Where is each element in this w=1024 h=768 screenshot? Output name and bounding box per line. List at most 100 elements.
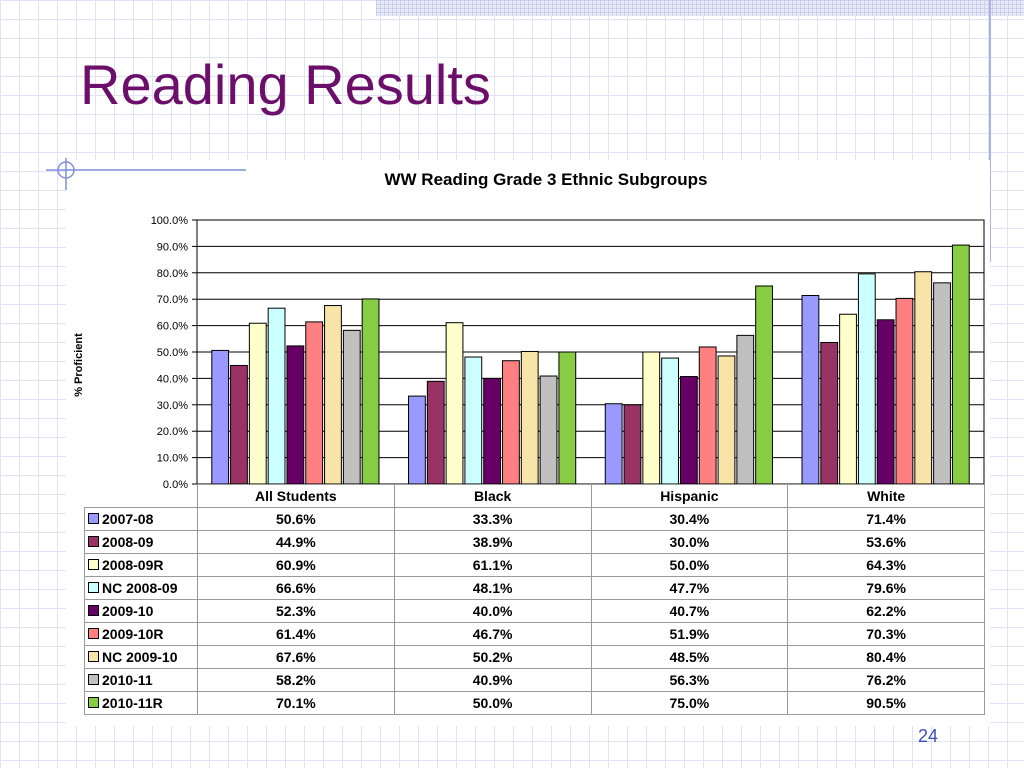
legend-label: 2008-09R [102,557,164,573]
bar [286,345,305,485]
table-cell: 61.4% [197,622,395,646]
legend-swatch [88,697,99,708]
y-tick-label: 80.0% [157,268,188,280]
data-table-body: 2007-08 50.6% 33.3% 30.4% 71.4% 2008-09 44.9% 3… [84,507,985,715]
table-cell: 80.4% [787,645,985,669]
table-cell: 48.5% [590,645,789,669]
legend-label: NC 2009-10 [102,649,178,665]
table-cell: 40.0% [393,599,592,623]
table-row: 2008-09R 60.9% 61.1% 50.0% 64.3% [84,553,985,577]
table-row: 2008-09 44.9% 38.9% 30.0% 53.6% [84,530,985,554]
bar [951,244,970,485]
data-table-header-row: All Students Black Hispanic White [84,484,985,508]
category-header: Hispanic [590,484,789,508]
chart-title: WW Reading Grade 3 Ethnic Subgroups [384,170,708,189]
bar [820,341,839,485]
table-cell: 30.4% [590,507,789,531]
table-cell: 47.7% [590,576,789,600]
bar [801,295,820,485]
bar [342,329,361,485]
bar [267,307,286,485]
table-cell: 70.3% [787,622,985,646]
bar [698,346,717,485]
y-tick-label: 30.0% [157,400,188,412]
page-number: 24 [917,726,938,746]
bar [408,395,426,485]
table-cell: 56.3% [590,668,789,692]
table-cell: 64.3% [787,553,985,577]
legend-entry: 2010-11 [84,668,198,692]
bar [211,349,230,485]
category-header: Black [393,484,592,508]
table-cell: 60.9% [197,553,395,577]
bar [876,319,895,485]
slide-title: Reading Results [80,53,491,116]
bar [520,350,539,485]
table-cell: 44.9% [197,530,395,554]
legend-entry: 2009-10R [84,622,198,646]
table-cell: 50.6% [197,507,395,531]
table-cell: 30.0% [590,530,789,554]
category-header: White [787,484,985,508]
bar [248,322,267,485]
bar [426,380,445,485]
legend-swatch [88,651,99,662]
legend-label: 2009-10 [102,603,154,619]
bar [445,322,464,485]
legend-swatch [88,536,99,547]
table-cell: 46.7% [393,622,592,646]
table-cell: 51.9% [590,622,789,646]
table-cell: 40.7% [590,599,789,623]
bar [483,377,502,485]
table-cell: 61.1% [393,553,592,577]
category-header: All Students [197,484,395,508]
bar [895,297,914,485]
bar [717,355,736,485]
table-cell: 71.4% [787,507,985,531]
table-cell: 50.0% [590,553,789,577]
y-tick-label: 60.0% [157,321,188,333]
table-row: 2009-10 52.3% 40.0% 40.7% 62.2% [84,599,985,623]
legend-entry: 2008-09R [84,553,198,577]
table-cell: 66.6% [197,576,395,600]
table-row: NC 2009-10 67.6% 50.2% 48.5% 80.4% [84,645,985,669]
table-cell: 75.0% [590,691,789,715]
y-tick-label: 40.0% [157,373,188,385]
header-decorative-band [376,0,1024,16]
bar [324,305,342,485]
legend-entry: 2009-10 [84,599,198,623]
table-row: 2010-11R 70.1% 50.0% 75.0% 90.5% [84,691,985,715]
table-cell: 50.0% [393,691,592,715]
legend-label: 2007-08 [102,511,154,527]
legend-label: 2010-11R [102,695,163,711]
bar [839,313,857,485]
legend-entry: 2008-09 [84,530,198,554]
legend-swatch [88,582,99,593]
legend-swatch [88,674,99,685]
bar [464,356,483,485]
table-cell: 33.3% [393,507,592,531]
bar [679,376,698,485]
data-table: All Students Black Hispanic White 2007-0… [84,484,985,715]
bar [604,403,623,485]
legend-swatch [88,559,99,570]
legend-entry: NC 2008-09 [84,576,198,600]
bar [361,298,380,485]
bar [857,273,876,485]
y-tick-label: 100.0% [151,215,189,227]
decorative-vertical-line [989,0,991,262]
y-tick-label: 50.0% [157,347,188,359]
bar [230,364,248,485]
table-cell: 50.2% [393,645,592,669]
legend-swatch [88,513,99,524]
table-row: NC 2008-09 66.6% 48.1% 47.7% 79.6% [84,576,985,600]
legend-label: 2010-11 [102,672,153,688]
bar [755,285,773,485]
bar [558,351,577,485]
table-cell: 38.9% [393,530,592,554]
y-tick-label: 20.0% [157,426,188,438]
y-tick-label: 90.0% [157,241,188,253]
table-cell: 48.1% [393,576,592,600]
legend-swatch [88,628,99,639]
